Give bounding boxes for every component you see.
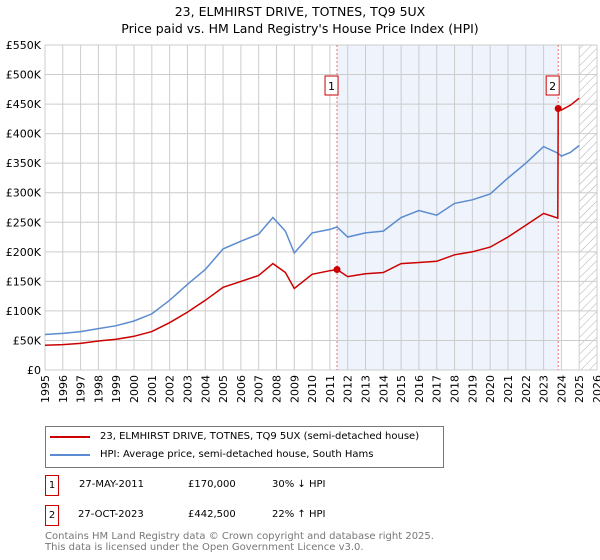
x-tick-label: 1997 <box>75 375 88 403</box>
title-line: 23, ELMHIRST DRIVE, TOTNES, TQ9 5UX <box>174 4 426 19</box>
x-tick-label: 2020 <box>484 375 497 403</box>
legend: 23, ELMHIRST DRIVE, TOTNES, TQ9 5UX (sem… <box>45 426 444 468</box>
x-tick-label: 2006 <box>235 375 248 403</box>
x-tick-label: 2018 <box>449 375 462 403</box>
x-tick-label: 2014 <box>377 375 390 403</box>
annotation-label: 1 <box>328 80 335 93</box>
legend-swatch-red <box>50 435 90 438</box>
legend-label: HPI: Average price, semi-detached house,… <box>100 449 374 460</box>
series-line <box>44 97 580 346</box>
x-tick-label: 2026 <box>591 375 600 403</box>
y-tick-label: £350K <box>6 157 42 170</box>
chart-title: 23, ELMHIRST DRIVE, TOTNES, TQ9 5UX Pric… <box>0 3 600 37</box>
x-tick-label: 2023 <box>538 375 551 403</box>
y-tick-label: £50K <box>13 334 42 347</box>
y-tick-label: £400K <box>6 128 42 141</box>
transaction-hpi: 22% ↑ HPI <box>272 509 326 520</box>
y-tick-label: £550K <box>6 39 42 52</box>
y-tick-label: £0 <box>27 364 41 377</box>
y-tick-label: £200K <box>6 246 42 259</box>
footer: Contains HM Land Registry data © Crown c… <box>45 531 434 553</box>
subtitle-line: Price paid vs. HM Land Registry's House … <box>121 21 479 36</box>
x-tick-label: 2017 <box>431 375 444 403</box>
x-tick-label: 2008 <box>270 375 283 403</box>
x-tick-label: 2024 <box>555 375 568 403</box>
x-tick-label: 2013 <box>360 375 373 403</box>
transaction-marker: 2 <box>45 505 59 526</box>
x-tick-label: 2019 <box>466 375 479 403</box>
x-tick-label: 2015 <box>395 375 408 403</box>
forecast-hatch <box>579 45 597 370</box>
x-tick-label: 2004 <box>199 375 212 403</box>
transaction-price: £170,000 <box>188 479 236 490</box>
annotation-label: 2 <box>549 80 556 93</box>
y-tick-label: £450K <box>6 98 42 111</box>
x-tick-label: 2012 <box>342 375 355 403</box>
y-tick-label: £100K <box>6 305 42 318</box>
transaction-hpi: 30% ↓ HPI <box>272 479 326 490</box>
transaction-date: 27-MAY-2011 <box>79 479 145 490</box>
series-line <box>44 144 580 336</box>
x-tick-label: 1999 <box>110 375 123 403</box>
sale-point <box>333 266 341 274</box>
x-tick-label: 2009 <box>288 375 301 403</box>
y-tick-label: £300K <box>6 187 42 200</box>
transaction-marker: 1 <box>45 475 59 496</box>
legend-swatch-blue <box>50 453 90 456</box>
x-tick-label: 2011 <box>324 375 337 403</box>
x-tick-label: 2000 <box>128 375 141 403</box>
footer-line: This data is licensed under the Open Gov… <box>45 542 364 553</box>
legend-item-hpi: HPI: Average price, semi-detached house,… <box>50 449 373 460</box>
x-tick-label: 2001 <box>146 375 159 403</box>
x-tick-label: 2003 <box>181 375 194 403</box>
x-tick-label: 2016 <box>413 375 426 403</box>
annotation-box <box>324 75 339 96</box>
x-tick-label: 1995 <box>39 375 52 403</box>
x-tick-label: 1998 <box>92 375 105 403</box>
x-tick-label: 2022 <box>520 375 533 403</box>
transaction-row: 1 27-MAY-2011 £170,000 30% ↓ HPI <box>45 475 445 497</box>
transaction-row: 2 27-OCT-2023 £442,500 22% ↑ HPI <box>45 505 445 527</box>
x-tick-label: 2007 <box>253 375 266 403</box>
x-tick-label: 2005 <box>217 375 230 403</box>
sale-point <box>554 105 562 113</box>
x-tick-label: 2021 <box>502 375 515 403</box>
footer-line: Contains HM Land Registry data © Crown c… <box>45 531 434 542</box>
x-tick-label: 2025 <box>573 375 586 403</box>
y-tick-label: £150K <box>6 275 42 288</box>
x-tick-label: 1996 <box>57 375 70 403</box>
x-tick-label: 2010 <box>306 375 319 403</box>
annotation-box <box>545 75 560 96</box>
x-tick-label: 2002 <box>164 375 177 403</box>
y-tick-label: £500K <box>6 69 42 82</box>
legend-label: 23, ELMHIRST DRIVE, TOTNES, TQ9 5UX (sem… <box>100 431 420 442</box>
price-chart: 1995 1996 1997 1998 1999 2000 2001 2002 2003 2004… <box>6 39 600 403</box>
transaction-price: £442,500 <box>188 509 236 520</box>
y-tick-label: £250K <box>6 216 42 229</box>
transaction-date: 27-OCT-2023 <box>78 509 144 520</box>
legend-item-property: 23, ELMHIRST DRIVE, TOTNES, TQ9 5UX (sem… <box>50 431 419 442</box>
